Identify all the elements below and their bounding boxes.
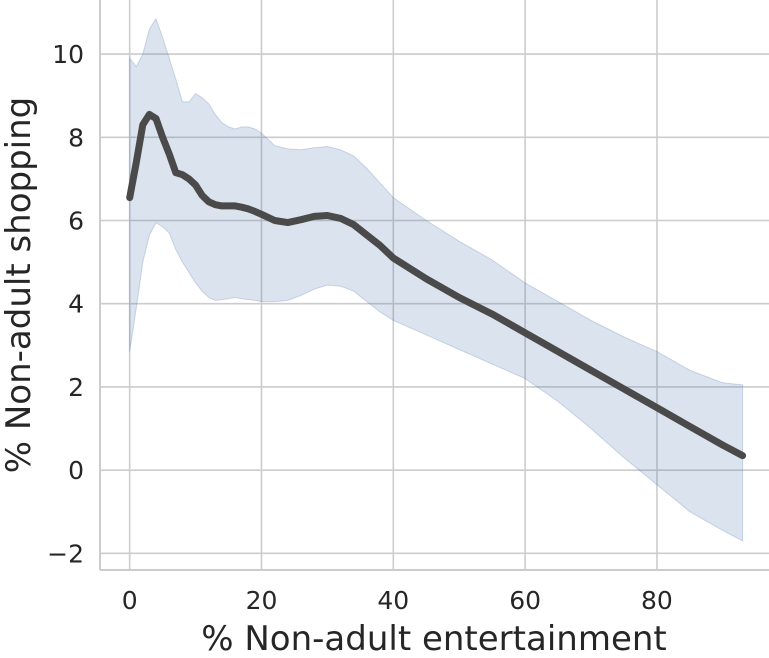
series-line (126, 110, 747, 460)
y-tick-labels: −2 0 2 4 6 8 10 (47, 40, 84, 568)
y-tick-label: 6 (68, 207, 84, 236)
confidence-band-area (129, 17, 744, 542)
regression-line (126, 110, 747, 460)
x-tick-label: 0 (122, 586, 138, 615)
confidence-band (129, 17, 744, 542)
x-tick-label: 60 (509, 586, 541, 615)
grid (100, 0, 769, 570)
y-axis-label: % Non-adult shopping (0, 97, 39, 474)
y-tick-label: 0 (68, 456, 84, 485)
x-tick-label: 20 (246, 586, 278, 615)
y-tick-label: 8 (68, 123, 84, 152)
y-tick-label: 4 (68, 290, 84, 319)
y-tick-label: 2 (68, 373, 84, 402)
y-tick-label: 10 (52, 40, 84, 69)
axes (99, 0, 769, 571)
x-tick-label: 80 (641, 586, 673, 615)
x-tick-label: 40 (377, 586, 409, 615)
x-tick-labels: 0 20 40 60 80 (122, 586, 673, 615)
y-tick-label: −2 (47, 539, 84, 568)
x-axis-label: % Non-adult entertainment (201, 619, 667, 658)
